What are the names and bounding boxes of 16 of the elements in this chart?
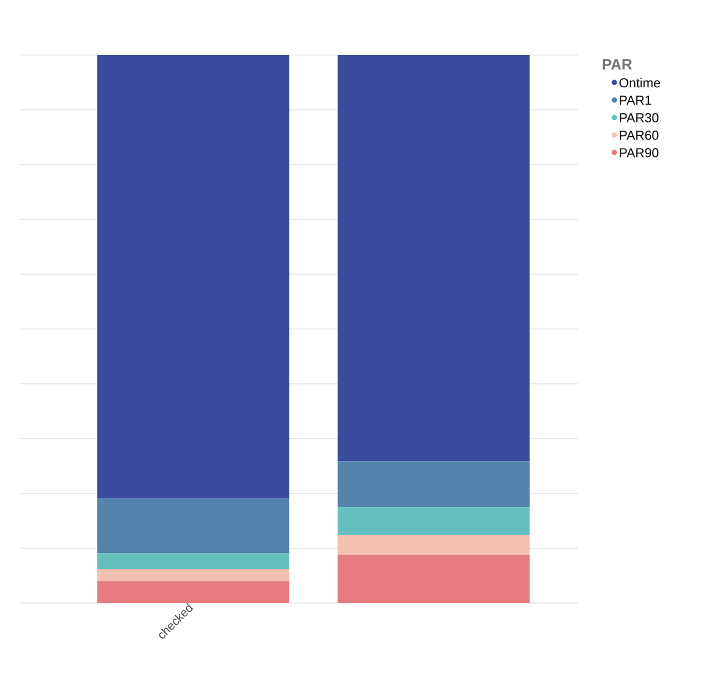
- bar: [97, 498, 290, 554]
- legend-label: PAR30: [620, 113, 658, 122]
- bar: [338, 54, 530, 462]
- bar: [97, 569, 290, 582]
- bar: [97, 54, 290, 498]
- bar: [338, 535, 530, 555]
- bar: [338, 461, 530, 508]
- legend-label: Ontime: [619, 78, 660, 88]
- bar: [338, 554, 530, 603]
- bar: [97, 581, 290, 603]
- bar: [338, 507, 530, 536]
- legend-title: PAR: [602, 59, 632, 70]
- bar: [97, 553, 290, 570]
- legend-label: PAR60: [620, 130, 658, 140]
- legend-label: PAR90: [620, 148, 658, 158]
- legend-label: PAR1: [620, 96, 652, 105]
